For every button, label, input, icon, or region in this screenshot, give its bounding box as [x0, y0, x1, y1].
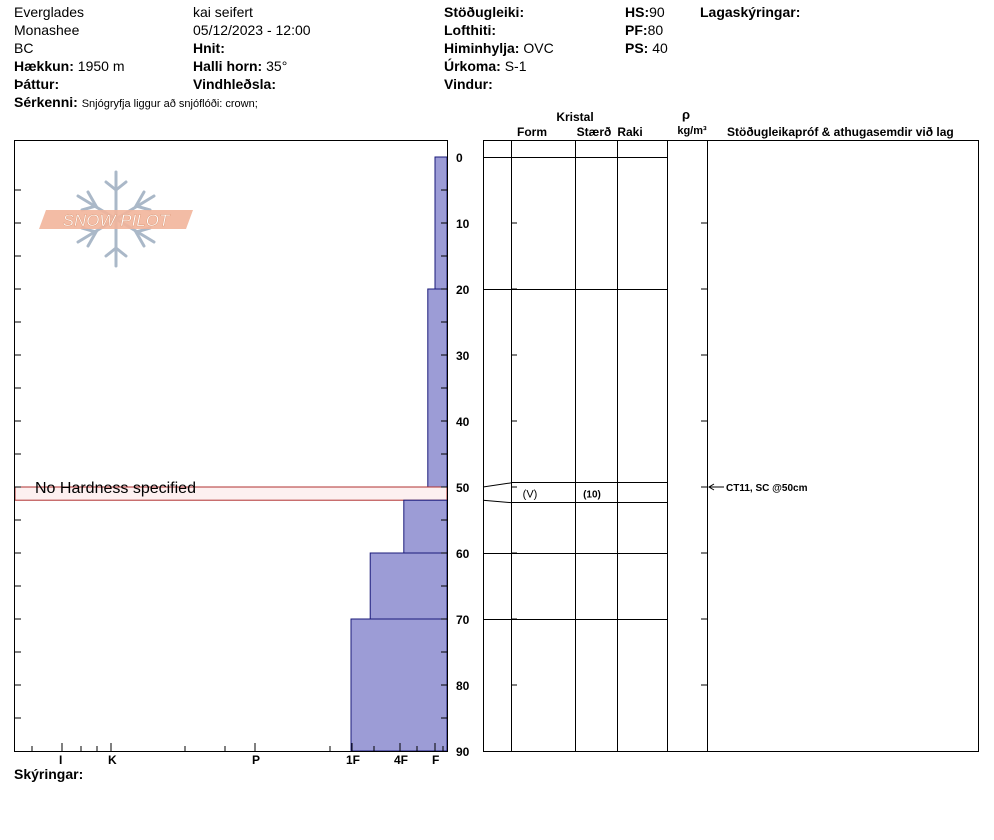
hardness-graph-frame	[14, 140, 448, 752]
aspect: Þáttur:	[14, 76, 60, 92]
hardness-label-1F: 1F	[346, 753, 360, 767]
datetime: 05/12/2023 - 12:00	[193, 22, 311, 38]
layer-notes: Lagaskýringar:	[700, 4, 801, 20]
comments-header: Stöðugleikapróf & athugasemdir við lag	[727, 125, 954, 139]
density-unit-header: kg/m³	[677, 125, 707, 137]
features: Sérkenni: Snjógryfja liggur að snjóflóði…	[14, 94, 258, 110]
depth-label-0: 0	[456, 151, 463, 165]
hardness-label-K: K	[108, 753, 117, 767]
grain-size-label: (10)	[583, 490, 601, 501]
crystal-header: Kristal	[556, 110, 593, 124]
stability-test-label: CT11, SC @50cm	[726, 483, 808, 494]
mountain-range: Monashee	[14, 22, 80, 38]
slope-angle: Halli horn: 35°	[193, 58, 288, 74]
depth-label-20: 20	[456, 283, 470, 297]
moisture-header: Raki	[617, 125, 642, 139]
size-header: Stærð	[577, 125, 612, 139]
layer-table-frame	[483, 140, 979, 752]
table-connector-thin-top	[482, 482, 512, 488]
no-hardness-label: No Hardness specified	[35, 480, 196, 497]
elevation: Hækkun: 1950 m	[14, 58, 125, 74]
location: Everglades	[14, 4, 85, 20]
grain-form-label: (V)	[523, 489, 538, 501]
depth-label-70: 70	[456, 613, 470, 627]
ps-value: PS: 40	[625, 40, 668, 56]
depth-label-80: 80	[456, 679, 470, 693]
hs-value: HS:90	[625, 4, 665, 20]
form-header: Form	[517, 125, 547, 139]
hardness-bar-5	[350, 618, 448, 752]
depth-label-50: 50	[456, 481, 470, 495]
test-arrow-head	[708, 483, 715, 491]
hardness-label-I: I	[59, 753, 62, 767]
depth-label-60: 60	[456, 547, 470, 561]
depth-label-30: 30	[456, 349, 470, 363]
test-arrow-icon	[708, 483, 724, 491]
hardness-label-F: F	[432, 753, 439, 767]
wind: Vindur:	[444, 76, 493, 92]
wind-loading: Vindhleðsla:	[193, 76, 276, 92]
state: BC	[14, 40, 34, 56]
hardness-label-4F: 4F	[394, 753, 408, 767]
air-temp: Lofthiti:	[444, 22, 497, 38]
hardness-bar-3	[403, 499, 448, 554]
hardness-bar-4	[369, 552, 448, 620]
stability: Stöðugleiki:	[444, 4, 525, 20]
precipitation: Úrkoma: S-1	[444, 58, 527, 74]
observer: kai seifert	[193, 4, 253, 20]
coordinates: Hnit:	[193, 40, 225, 56]
pf-value: PF:80	[625, 22, 664, 38]
depth-label-40: 40	[456, 415, 470, 429]
depth-label-90: 90	[456, 745, 470, 759]
notes: Skýringar:	[14, 766, 84, 782]
depth-label-10: 10	[456, 217, 470, 231]
logo-text: SNOW PILOT	[63, 211, 171, 230]
snowpilot-logo: SNOW PILOT	[39, 170, 193, 268]
sky-cover: Himinhylja: OVC	[444, 40, 554, 56]
table-connector-thin-bottom	[482, 499, 512, 504]
density-rho-header: ρ	[682, 107, 690, 122]
hardness-label-P: P	[252, 753, 260, 767]
